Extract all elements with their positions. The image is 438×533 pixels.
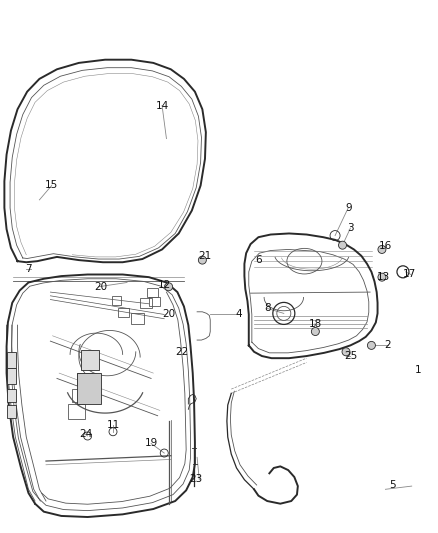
Text: 7: 7 xyxy=(25,264,32,274)
Text: 6: 6 xyxy=(255,255,262,265)
Bar xyxy=(77,373,101,404)
Bar xyxy=(149,297,160,306)
Text: 24: 24 xyxy=(79,430,92,439)
Text: 20: 20 xyxy=(162,310,175,319)
Bar xyxy=(72,389,89,402)
Circle shape xyxy=(311,327,319,336)
Text: 22: 22 xyxy=(175,347,188,357)
Text: 15: 15 xyxy=(45,181,58,190)
Circle shape xyxy=(378,245,386,254)
Circle shape xyxy=(198,256,206,264)
Bar xyxy=(112,296,121,305)
Text: 3: 3 xyxy=(347,223,354,233)
Text: 21: 21 xyxy=(198,251,212,261)
Circle shape xyxy=(165,282,173,291)
Text: 18: 18 xyxy=(309,319,322,329)
Text: 5: 5 xyxy=(389,480,396,490)
Text: 25: 25 xyxy=(344,351,357,361)
Text: 16: 16 xyxy=(379,241,392,251)
Bar xyxy=(7,405,16,418)
Text: 9: 9 xyxy=(345,203,352,213)
Bar xyxy=(68,404,85,419)
Text: 12: 12 xyxy=(158,280,171,290)
Text: 19: 19 xyxy=(145,439,158,448)
Text: 20: 20 xyxy=(94,282,107,292)
Bar xyxy=(7,389,16,402)
Text: 23: 23 xyxy=(189,474,202,483)
Bar xyxy=(140,298,152,308)
Circle shape xyxy=(378,273,386,281)
Text: 8: 8 xyxy=(264,303,271,313)
Text: 1: 1 xyxy=(415,366,422,375)
Text: 14: 14 xyxy=(155,101,169,110)
Bar xyxy=(131,313,144,324)
Bar xyxy=(118,308,129,317)
Text: 13: 13 xyxy=(377,272,390,282)
Circle shape xyxy=(339,241,346,249)
Text: 11: 11 xyxy=(107,421,120,430)
Text: 2: 2 xyxy=(384,341,391,350)
Bar xyxy=(147,288,158,297)
Bar xyxy=(7,368,16,384)
Text: 17: 17 xyxy=(403,270,416,279)
Bar xyxy=(77,373,92,385)
Bar xyxy=(7,352,16,368)
Circle shape xyxy=(367,341,375,350)
Circle shape xyxy=(342,348,350,356)
Bar xyxy=(81,350,99,370)
Text: 4: 4 xyxy=(235,310,242,319)
